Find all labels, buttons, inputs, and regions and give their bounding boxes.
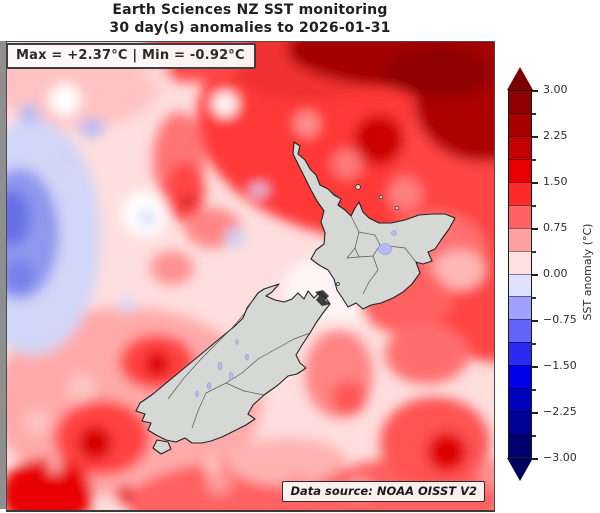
colorbar-tick-label: −2.25: [543, 405, 577, 418]
colorbar-tick-label: 3.00: [543, 83, 568, 96]
colorbar-tick: [532, 274, 538, 276]
colorbar-tick: [532, 136, 538, 138]
title-line2: 30 day(s) anomalies to 2026-01-31: [109, 20, 391, 36]
colorbar-tick-label: −3.00: [543, 451, 577, 464]
colorbar-tick: [532, 320, 538, 322]
new-zealand-land: [135, 141, 456, 455]
colorbar-tick: [532, 90, 538, 92]
max-min-box: Max = +2.37°C | Min = -0.92°C: [6, 43, 256, 69]
colorbar-tick: [532, 343, 536, 345]
colorbar-tick: [532, 412, 538, 414]
offshore-island: [336, 282, 340, 286]
colorbar-tick-label: 2.25: [543, 129, 568, 142]
colorbar-axis-label: SST anomaly (°C): [581, 223, 594, 321]
figure-title: Earth Sciences NZ SST monitoring 30 day(…: [0, 1, 500, 37]
colorbar-tick: [532, 251, 536, 253]
marlborough-sounds: [315, 290, 331, 306]
colorbar-tick: [532, 458, 538, 460]
north-island: [292, 141, 456, 310]
colorbar-tick-label: −1.50: [543, 359, 577, 372]
colorbar-tick: [532, 113, 536, 115]
lakes: [195, 230, 397, 398]
window-edge-strip: [0, 41, 6, 509]
colorbar-over-arrow: [507, 67, 533, 90]
colorbar-tick-label: 0.75: [543, 221, 568, 234]
lake-rotorua: [391, 230, 397, 236]
colorbar-tick-label: −0.75: [543, 313, 577, 326]
stewart-island: [152, 439, 172, 455]
colorbar-tick: [532, 228, 538, 230]
colorbar-tick: [532, 205, 536, 207]
title-line1: Earth Sciences NZ SST monitoring: [112, 2, 388, 18]
colorbar-tick: [532, 182, 538, 184]
colorbar-ticks: 3.00 2.25 1.50 0.75 0.00 −0.75 −1.50 −2.25 −3.00: [532, 0, 592, 513]
south-island: [135, 283, 331, 444]
offshore-island: [378, 194, 384, 200]
colorbar-tick: [532, 297, 536, 299]
data-source-box: Data source: NOAA OISST V2: [282, 481, 485, 502]
colorbar-tick: [532, 435, 536, 437]
colorbar-tick: [532, 159, 536, 161]
colorbar-tick: [532, 389, 536, 391]
lake-taupo: [377, 243, 393, 255]
offshore-island: [394, 205, 400, 211]
colorbar-tick-label: 0.00: [543, 267, 568, 280]
colorbar-tick-label: 1.50: [543, 175, 568, 188]
offshore-island: [355, 184, 361, 190]
colorbar-bands: [508, 90, 532, 458]
map-panel: Max = +2.37°C | Min = -0.92°C Data sourc…: [6, 41, 495, 512]
colorbar-tick: [532, 366, 538, 368]
sst-anomaly-field-svg: [7, 42, 494, 510]
region-boundaries: [167, 188, 417, 429]
colorbar-under-arrow: [507, 458, 533, 481]
